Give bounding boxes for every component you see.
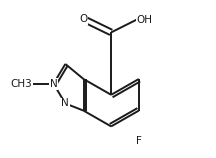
Text: N: N bbox=[62, 98, 69, 109]
Text: N: N bbox=[50, 79, 57, 89]
Text: OH: OH bbox=[137, 15, 152, 25]
Text: CH3: CH3 bbox=[10, 79, 32, 89]
Text: O: O bbox=[79, 14, 88, 24]
Text: F: F bbox=[136, 136, 142, 146]
